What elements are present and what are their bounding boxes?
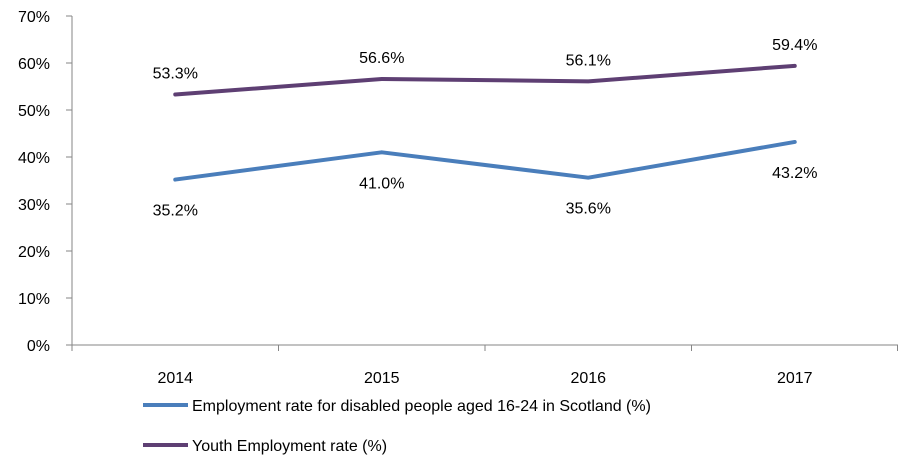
x-tick-label: 2016 xyxy=(570,370,606,387)
series-line-2 xyxy=(173,63,797,97)
data-label: 59.4% xyxy=(772,37,817,54)
x-tick-label: 2014 xyxy=(157,370,193,387)
legend-label: Youth Employment rate (%) xyxy=(192,438,387,455)
y-tick-label: 20% xyxy=(18,244,50,261)
y-tick-label: 50% xyxy=(18,103,50,120)
data-label: 35.6% xyxy=(566,201,611,218)
data-labels: 35.2% 41.0% 35.6% 43.2% 53.3% 56.6% 56.1% 59.4% xyxy=(153,37,818,220)
x-tick-label: 2015 xyxy=(364,370,400,387)
y-tick-label: 30% xyxy=(18,197,50,214)
x-axis: 2014 2015 2016 2017 xyxy=(71,344,898,387)
x-tick-label: 2017 xyxy=(777,370,813,387)
series-line-1 xyxy=(173,139,797,182)
y-axis: 0% 10% 20% 30% 40% 50% 60% 70% xyxy=(18,9,73,355)
legend-label: Employment rate for disabled people aged… xyxy=(192,398,651,415)
legend: Employment rate for disabled people aged… xyxy=(143,398,651,455)
data-label: 41.0% xyxy=(359,175,404,192)
data-label: 43.2% xyxy=(772,165,817,182)
y-tick-label: 40% xyxy=(18,150,50,167)
y-tick-label: 70% xyxy=(18,9,50,26)
data-label: 35.2% xyxy=(153,203,198,220)
data-label: 56.1% xyxy=(566,52,611,69)
y-tick-label: 10% xyxy=(18,291,50,308)
y-tick-label: 0% xyxy=(27,338,50,355)
y-tick-label: 60% xyxy=(18,56,50,73)
data-label: 56.6% xyxy=(359,50,404,67)
series-lines xyxy=(173,63,797,182)
data-label: 53.3% xyxy=(153,65,198,82)
